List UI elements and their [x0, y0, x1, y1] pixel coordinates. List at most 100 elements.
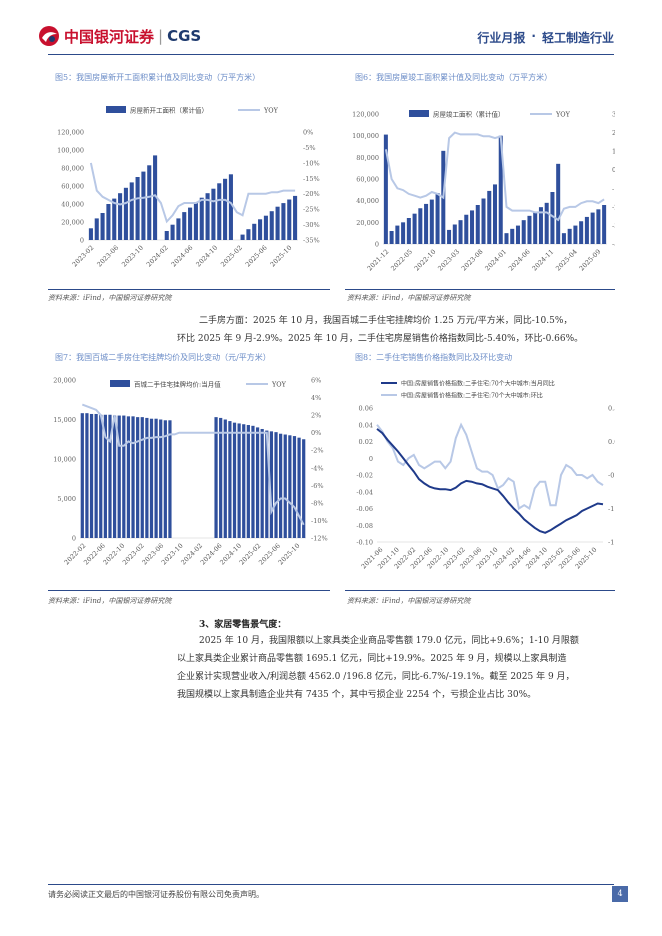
- chart-bar: [100, 213, 105, 240]
- chart-bar: [251, 425, 255, 538]
- chart-bar: [406, 218, 411, 244]
- footer-disclaimer: 请务必阅读正文最后的中国银河证券股份有限公司免责声明。: [48, 890, 264, 899]
- chart-bar: [252, 223, 257, 240]
- chart-bar: [94, 413, 98, 538]
- chart-bar: [288, 435, 292, 538]
- left-tick-label: 10,000: [53, 456, 76, 464]
- right-tick-label: -5%: [303, 144, 316, 152]
- chart-bar: [470, 210, 475, 244]
- logo-en: CGS: [167, 27, 202, 45]
- chart-bar: [579, 221, 584, 244]
- right-tick-label: -40%: [612, 241, 615, 249]
- left-tick-label: 60,000: [61, 183, 84, 191]
- left-tick-label: -0.02: [356, 472, 373, 480]
- chart-bar: [255, 427, 260, 538]
- chart-bar: [170, 224, 175, 240]
- chart-bar: [176, 218, 181, 240]
- chart-bar: [108, 414, 112, 538]
- fig6-chart: 120,000 100,000 80,000 60,000 40,000 20,000 0 3…: [352, 110, 615, 273]
- chart-bar: [383, 134, 388, 244]
- chart-bar: [584, 216, 589, 244]
- fig8-source: 资料来源：iFind，中国银河证券研究院: [347, 597, 471, 605]
- chart-bar: [293, 195, 298, 240]
- left-tick-label: 5,000: [57, 495, 76, 503]
- yoy-line: [81, 403, 305, 526]
- chart-bar: [219, 417, 223, 538]
- right-tick-label: -1.5%: [608, 539, 615, 547]
- chart-bar: [283, 434, 287, 538]
- left-tick-label: 0: [375, 241, 379, 249]
- logo-cn: 中国银河证券: [64, 27, 155, 46]
- right-tick-label: 0.0%: [608, 438, 615, 446]
- chart-bar: [163, 420, 167, 538]
- chart-bar: [136, 417, 140, 538]
- chart-bar: [492, 184, 498, 244]
- chart-bar: [429, 199, 434, 244]
- legend-bar-label: 房屋新开工面积（累计值）: [130, 106, 208, 115]
- chart-bar: [556, 163, 561, 244]
- chart-bar: [567, 228, 572, 244]
- chart-bar: [258, 219, 263, 240]
- chart-bar: [89, 413, 94, 538]
- chart-bar: [217, 183, 222, 240]
- industry-name: 轻工制造行业: [541, 31, 614, 45]
- chart-bar: [145, 417, 149, 538]
- x-tick-label: 2025-04: [554, 248, 579, 273]
- chart-bar: [199, 197, 204, 240]
- chart-bar: [401, 222, 406, 244]
- left-tick-label: 0.04: [359, 421, 373, 429]
- yoy-line: [376, 428, 604, 534]
- legend-line-label: YOY: [263, 107, 279, 115]
- chart-bar: [561, 233, 566, 244]
- chart-bar: [458, 220, 463, 244]
- header-rule: [48, 54, 614, 55]
- left-tick-label: 20,000: [53, 377, 76, 385]
- furniture-paragraph: 2025 年 10 月，我国限额以上家具类企业商品零售额 179.0 亿元，同比…: [177, 632, 617, 704]
- chart-bar: [521, 220, 526, 244]
- right-tick-label: -30%: [303, 221, 320, 229]
- chart-bar: [123, 187, 128, 240]
- chart-bar: [80, 413, 84, 538]
- chart-bar: [99, 414, 103, 538]
- left-tick-label: 40,000: [356, 197, 379, 205]
- x-tick-label: 2023-02: [71, 244, 96, 269]
- right-tick-label: -12%: [311, 535, 328, 543]
- x-tick-label: 2023-06: [95, 244, 120, 269]
- chart-bar: [223, 419, 227, 538]
- chart-bar: [544, 202, 549, 244]
- x-tick-label: 2023-03: [436, 248, 461, 273]
- x-tick-label: 2024-01: [483, 248, 508, 273]
- chart-bar: [596, 209, 601, 244]
- chart-bar: [464, 214, 469, 244]
- chart-bar: [274, 432, 278, 538]
- left-tick-label: 0.06: [359, 405, 373, 413]
- x-tick-label: 2024-02: [145, 244, 170, 269]
- chart-bar: [117, 415, 121, 538]
- x-tick-label: 2024-10: [194, 244, 219, 269]
- p2-line-4: 我国规模以上家具制造企业共有 7435 个，其中亏损企业 2254 个，亏损企业…: [177, 690, 537, 700]
- chart-bar: [302, 439, 306, 538]
- chart-bar: [447, 229, 452, 244]
- chart-bar: [228, 174, 233, 240]
- chart-bar: [112, 415, 117, 538]
- fig6-rule: [345, 289, 615, 290]
- fig5-rule: [48, 289, 330, 290]
- chart-bar: [188, 207, 193, 240]
- chart-bar: [140, 417, 144, 538]
- left-tick-label: -0.08: [356, 522, 373, 530]
- right-tick-label: -6%: [311, 482, 324, 490]
- chart-bar: [154, 418, 158, 538]
- secondhand-paragraph: 二手房方面：2025 年 10 月，我国百城二手住宅挂牌均价 1.25 万元/平…: [177, 312, 617, 348]
- chart-bar: [389, 231, 394, 244]
- left-tick-label: 0.02: [359, 438, 373, 446]
- fig7-title: 图7：我国百城二手房住宅挂牌均价及同比变动（元/平方米）: [55, 353, 271, 362]
- x-tick-label: 2024-06: [507, 248, 532, 273]
- right-tick-label: -4%: [311, 464, 324, 472]
- chart-bar: [131, 416, 135, 538]
- left-tick-label: 120,000: [57, 129, 84, 137]
- p1-line-2: 环比 2025 年 9 月-2.9%。2025 年 10 月，二手住宅房屋销售价…: [177, 334, 584, 344]
- chart-bar: [149, 418, 154, 538]
- right-tick-label: 20%: [612, 129, 615, 137]
- chart-bar: [452, 224, 457, 244]
- chart-bar: [94, 218, 99, 240]
